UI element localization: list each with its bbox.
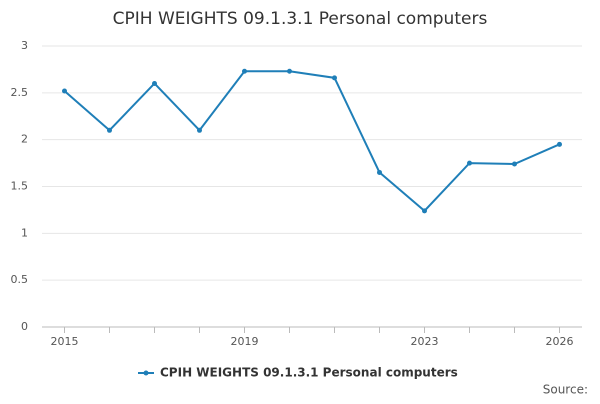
y-tick-label: 0: [21, 320, 28, 333]
point: [107, 127, 112, 133]
legend-swatch-dot: [143, 370, 149, 376]
point: [152, 80, 157, 86]
point: [377, 169, 382, 175]
chart-title: CPIH WEIGHTS 09.1.3.1 Personal computers: [113, 9, 488, 29]
point: [62, 88, 67, 94]
x-tick-label: 2019: [231, 335, 259, 348]
point: [197, 127, 202, 133]
source: Source:: [543, 383, 588, 397]
x-tick-label: 2026: [546, 335, 574, 348]
point: [287, 68, 292, 74]
point: [332, 75, 337, 81]
point: [422, 208, 427, 214]
y-tick-label: 2: [21, 133, 28, 146]
y-tick-label: 2.5: [11, 86, 29, 99]
point: [512, 161, 517, 167]
point: [467, 160, 472, 166]
legend-label: CPIH WEIGHTS 09.1.3.1 Personal computers: [160, 366, 458, 380]
y-tick-label: 1: [21, 226, 28, 239]
x-tick-label: 2015: [51, 335, 79, 348]
y-tick-label: 3: [21, 39, 28, 52]
y-tick-label: 1.5: [11, 180, 29, 193]
point: [242, 68, 247, 74]
series-line: [63, 70, 560, 213]
x-tick-label: 2023: [411, 335, 439, 348]
point: [557, 141, 562, 147]
y-tick-label: 0.5: [11, 273, 29, 286]
